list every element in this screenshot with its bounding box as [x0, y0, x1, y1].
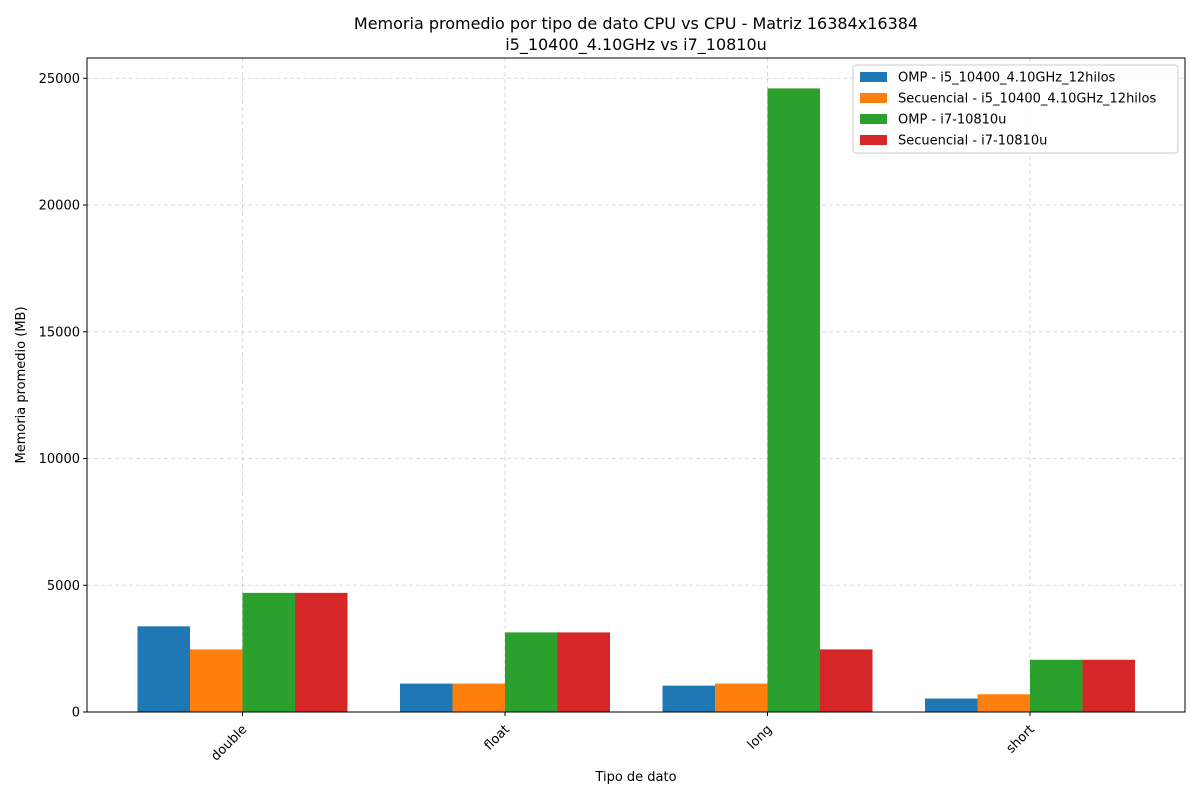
bar-float-series-1 [400, 683, 453, 712]
legend: OMP - i5_10400_4.10GHz_12hilos Secuencial… [852, 64, 1179, 154]
y-axis-label: Memoria promedio (MB) [14, 306, 29, 463]
bar-long-series-3 [767, 88, 820, 713]
bars-layer [137, 88, 1135, 713]
bar-short-series-1 [925, 698, 978, 712]
bar-short-series-3 [1030, 659, 1083, 712]
bar-double-series-1 [137, 626, 190, 712]
legend-label: OMP - i5_10400_4.10GHz_12hilos [898, 71, 1116, 86]
bar-long-series-2 [715, 683, 768, 712]
bar-float-series-4 [557, 632, 610, 712]
legend-label: OMP - i7-10810u [898, 113, 1006, 128]
plot-area-frame [86, 57, 1186, 713]
x-axis-label: Tipo de dato [594, 770, 676, 785]
bar-short-series-2 [977, 694, 1030, 712]
chart-title: Memoria promedio por tipo de dato CPU vs… [354, 14, 918, 33]
y-tick-label: 5000 [47, 579, 80, 594]
bar-double-series-2 [190, 649, 243, 712]
y-tick-label: 15000 [39, 325, 80, 340]
bar-long-series-1 [662, 685, 715, 712]
bar-long-series-4 [820, 649, 873, 712]
legend-swatch [860, 114, 887, 124]
legend-swatch [860, 72, 887, 82]
legend-swatch [860, 135, 887, 145]
legend-label: Secuencial - i5_10400_4.10GHz_12hilos [898, 92, 1156, 107]
bar-float-series-2 [452, 683, 505, 712]
y-tick-label: 10000 [39, 452, 80, 467]
chart-subtitle: i5_10400_4.10GHz vs i7_10810u [505, 35, 767, 55]
y-axis-ticks: 0 5000 10000 15000 20000 25000 [39, 72, 87, 721]
bar-double-series-3 [242, 592, 295, 712]
legend-swatch [860, 93, 887, 103]
legend-box [852, 64, 1179, 154]
y-tick-label: 25000 [39, 72, 80, 87]
bar-short-series-4 [1082, 659, 1135, 712]
y-tick-label: 20000 [39, 199, 80, 214]
bar-float-series-3 [505, 632, 558, 712]
y-tick-label: 0 [72, 706, 80, 721]
bar-double-series-4 [295, 592, 348, 712]
legend-label: Secuencial - i7-10810u [898, 134, 1047, 149]
